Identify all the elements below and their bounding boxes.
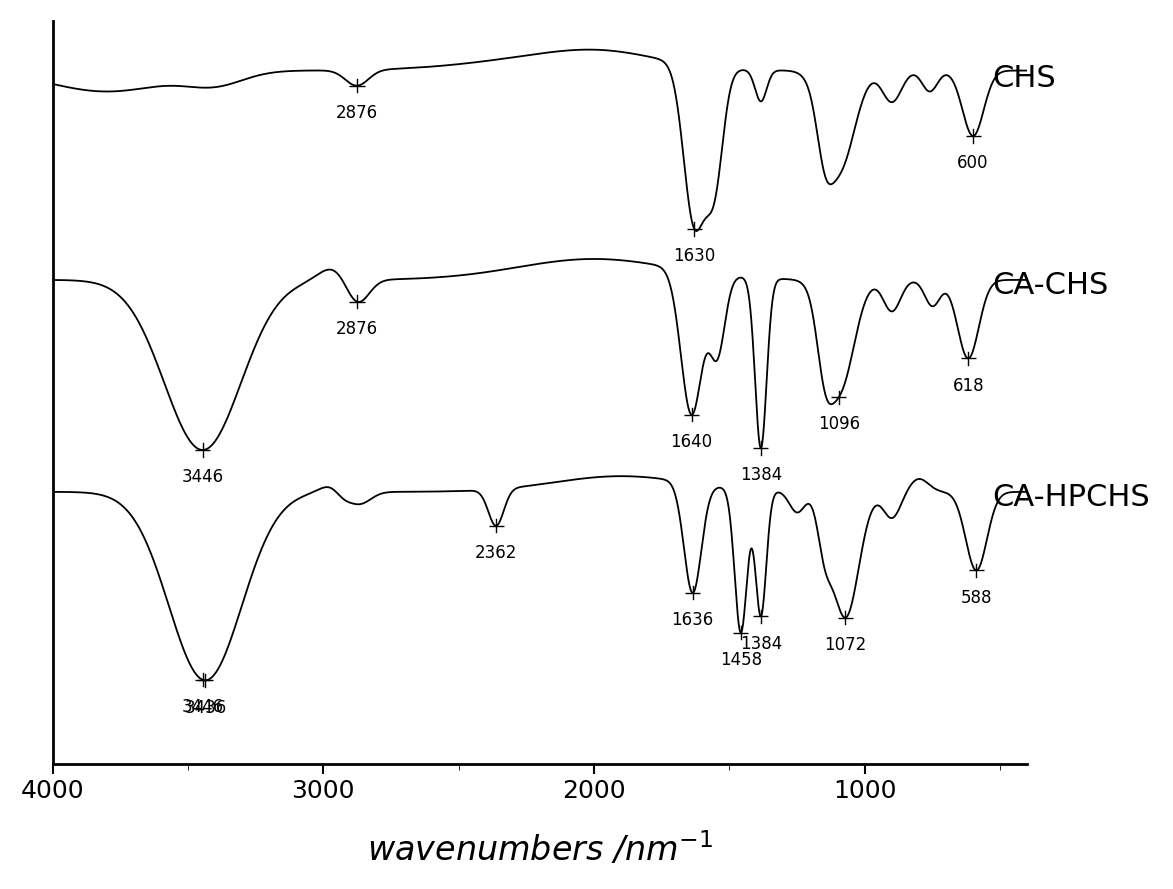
Text: 2362: 2362 [475, 544, 517, 562]
Text: 1636: 1636 [671, 612, 713, 629]
Text: 1630: 1630 [673, 247, 716, 265]
Text: CHS: CHS [992, 64, 1056, 93]
Text: 1640: 1640 [671, 433, 713, 451]
Text: 3446: 3446 [182, 698, 224, 716]
Text: CA-HPCHS: CA-HPCHS [992, 483, 1150, 511]
Text: 2876: 2876 [335, 104, 378, 122]
Text: 2876: 2876 [335, 320, 378, 338]
Text: 618: 618 [952, 377, 984, 395]
Text: 3436: 3436 [184, 699, 226, 717]
Text: 1096: 1096 [818, 415, 860, 434]
Text: 588: 588 [961, 589, 992, 606]
Text: 600: 600 [957, 155, 989, 172]
X-axis label: $\mathit{wavenumbers}$ /nm$^{-1}$: $\mathit{wavenumbers}$ /nm$^{-1}$ [367, 830, 713, 869]
Text: 1458: 1458 [720, 651, 762, 669]
Text: CA-CHS: CA-CHS [992, 270, 1108, 300]
Text: 1384: 1384 [740, 635, 782, 653]
Text: 1384: 1384 [740, 467, 782, 485]
Text: 1072: 1072 [825, 636, 867, 654]
Text: 3446: 3446 [182, 469, 224, 486]
